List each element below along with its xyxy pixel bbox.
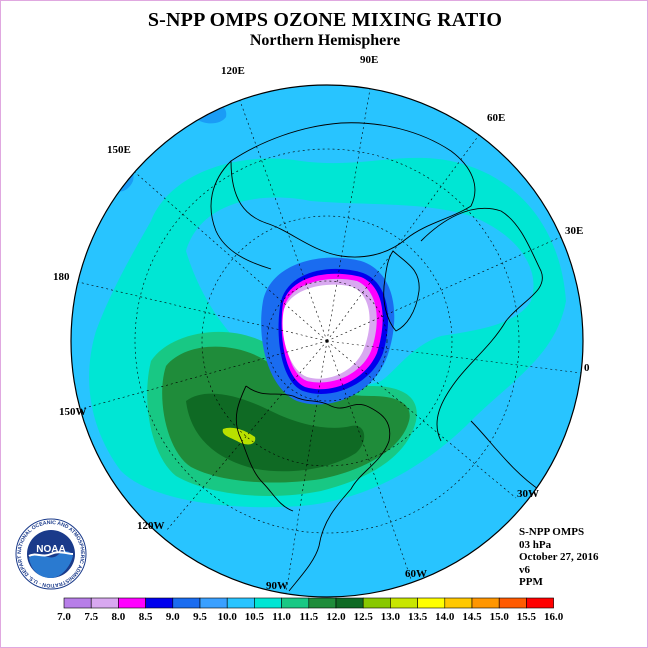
- noaa-logo: NATIONAL OCEANIC AND ATMOSPHERIC ADMINIS…: [15, 518, 87, 590]
- meridian-30w: [326, 340, 517, 499]
- lon-label-120e: 120E: [221, 65, 245, 77]
- latitude-circle: [201, 215, 453, 467]
- info-level: 03 hPa: [519, 538, 552, 551]
- meridian-60w: [326, 340, 412, 580]
- lon-label-60e: 60E: [487, 112, 505, 124]
- info-instrument: S-NPP OMPS: [519, 526, 585, 538]
- info-block: S-NPP OMPS 03 hPa October 27, 2016 v6 PP…: [519, 526, 599, 589]
- map-border: [70, 84, 584, 598]
- lon-label-60w: 60W: [405, 568, 427, 580]
- ozone-contours: [89, 103, 567, 508]
- info-units: PPM: [519, 576, 543, 588]
- lon-label-150w: 150W: [59, 406, 87, 418]
- meridian-120w: [165, 340, 328, 532]
- lon-label-90e: 90E: [360, 54, 378, 66]
- logo-text: NOAA: [36, 544, 65, 555]
- coast-greenland: [383, 250, 420, 332]
- meridian-30e: [326, 235, 564, 342]
- lon-label-180: 180: [53, 271, 70, 283]
- coast-asia-north: [230, 122, 476, 258]
- lon-label-90w: 90W: [266, 580, 288, 592]
- coast-eurasia: [420, 207, 543, 442]
- lon-label-150e: 150E: [107, 144, 131, 156]
- info-date: October 27, 2016: [519, 551, 599, 563]
- lon-label-120w: 120W: [137, 520, 165, 532]
- meridian-180: [73, 280, 328, 342]
- coast-north-america: [245, 385, 391, 592]
- meridian-150e: [128, 166, 328, 342]
- meridian-120e: [238, 97, 328, 342]
- info-version: v6: [519, 563, 530, 576]
- latitude-circle: [134, 148, 520, 534]
- figure-title: S-NPP OMPS OZONE MIXING RATIO: [147, 9, 503, 31]
- figure-subtitle: Northern Hemisphere: [249, 32, 401, 49]
- lon-label-30w: 30W: [517, 488, 539, 500]
- contour-12-5-patch: [222, 427, 256, 445]
- lon-label-30e: 30E: [565, 225, 583, 237]
- polar-night-no-data: [282, 284, 370, 379]
- coastlines: [210, 122, 566, 592]
- graticule: [73, 85, 582, 594]
- meridian-90e: [326, 85, 372, 342]
- latitude-circle: [266, 280, 388, 402]
- coast-north-america-west: [235, 385, 294, 512]
- contour-12-0-core: [186, 393, 365, 472]
- meridian-60e: [326, 130, 483, 342]
- lon-label-0: 0: [584, 362, 590, 374]
- coast-asia-east: [210, 160, 272, 270]
